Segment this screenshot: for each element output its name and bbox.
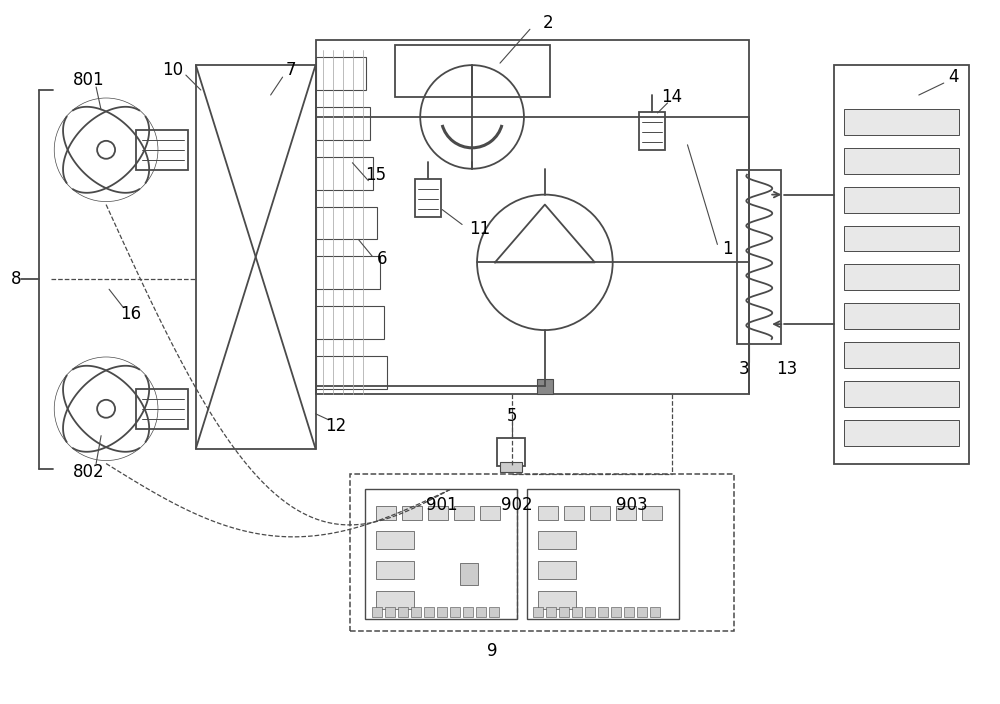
Text: 14: 14 bbox=[661, 88, 682, 106]
Bar bbox=[316, 206, 377, 239]
Bar bbox=[844, 264, 959, 290]
Bar bbox=[598, 607, 608, 617]
Text: 11: 11 bbox=[469, 220, 491, 239]
Bar bbox=[316, 40, 749, 394]
Bar bbox=[564, 506, 584, 520]
Bar bbox=[844, 225, 959, 251]
Text: 1: 1 bbox=[722, 240, 733, 258]
Bar bbox=[454, 506, 474, 520]
Bar bbox=[538, 506, 558, 520]
Bar bbox=[844, 420, 959, 446]
Bar bbox=[642, 506, 662, 520]
Text: 16: 16 bbox=[120, 305, 142, 323]
Bar bbox=[316, 57, 366, 90]
Bar bbox=[737, 170, 781, 344]
Bar bbox=[616, 506, 636, 520]
Text: 802: 802 bbox=[73, 463, 105, 481]
Bar bbox=[500, 462, 522, 472]
Bar bbox=[376, 591, 414, 609]
Bar bbox=[538, 532, 576, 549]
Bar bbox=[350, 474, 734, 631]
Bar bbox=[480, 506, 500, 520]
Bar bbox=[533, 607, 543, 617]
Bar bbox=[402, 506, 422, 520]
Text: 4: 4 bbox=[948, 68, 959, 86]
Text: 903: 903 bbox=[616, 496, 647, 515]
Bar bbox=[538, 561, 576, 579]
Bar bbox=[316, 107, 370, 140]
Bar bbox=[316, 356, 387, 389]
Text: 12: 12 bbox=[325, 417, 346, 434]
Bar bbox=[590, 506, 610, 520]
Bar bbox=[844, 303, 959, 329]
Text: 10: 10 bbox=[162, 61, 183, 79]
Text: 801: 801 bbox=[73, 71, 105, 89]
Bar bbox=[376, 532, 414, 549]
Text: 901: 901 bbox=[426, 496, 458, 515]
Bar bbox=[196, 65, 316, 448]
Bar bbox=[559, 607, 569, 617]
Bar bbox=[136, 389, 188, 429]
Bar bbox=[398, 607, 408, 617]
Bar bbox=[385, 607, 395, 617]
Text: 15: 15 bbox=[365, 165, 386, 184]
Text: 2: 2 bbox=[543, 14, 553, 32]
Bar bbox=[450, 607, 460, 617]
Text: 3: 3 bbox=[739, 360, 750, 378]
Text: 5: 5 bbox=[507, 407, 517, 425]
Text: 9: 9 bbox=[487, 642, 497, 660]
Bar bbox=[844, 109, 959, 135]
Bar bbox=[365, 489, 517, 619]
Bar bbox=[316, 256, 380, 289]
Bar bbox=[834, 65, 969, 463]
Bar bbox=[395, 45, 550, 97]
Bar bbox=[476, 607, 486, 617]
Text: 8: 8 bbox=[11, 270, 22, 289]
Bar bbox=[624, 607, 634, 617]
Bar bbox=[497, 438, 525, 465]
Bar bbox=[538, 591, 576, 609]
Bar bbox=[428, 506, 448, 520]
Bar bbox=[463, 607, 473, 617]
Bar bbox=[415, 179, 441, 217]
Bar bbox=[546, 607, 556, 617]
Bar bbox=[376, 506, 396, 520]
Bar bbox=[572, 607, 582, 617]
Bar bbox=[136, 130, 188, 170]
Bar bbox=[376, 561, 414, 579]
Bar bbox=[316, 306, 384, 339]
Bar bbox=[639, 112, 665, 150]
Bar bbox=[527, 489, 679, 619]
Bar bbox=[585, 607, 595, 617]
Bar bbox=[437, 607, 447, 617]
Bar bbox=[460, 563, 478, 585]
Bar bbox=[316, 157, 373, 189]
Text: 6: 6 bbox=[377, 251, 388, 268]
Bar bbox=[372, 607, 382, 617]
Bar bbox=[489, 607, 499, 617]
Text: 902: 902 bbox=[501, 496, 533, 515]
Bar bbox=[537, 379, 553, 394]
Bar bbox=[844, 187, 959, 213]
Bar bbox=[844, 381, 959, 407]
Bar bbox=[611, 607, 621, 617]
Bar bbox=[650, 607, 660, 617]
Bar bbox=[844, 148, 959, 174]
Bar bbox=[411, 607, 421, 617]
Text: 13: 13 bbox=[777, 360, 798, 378]
Bar bbox=[424, 607, 434, 617]
Bar bbox=[844, 342, 959, 368]
Bar bbox=[637, 607, 647, 617]
Text: 7: 7 bbox=[285, 61, 296, 79]
